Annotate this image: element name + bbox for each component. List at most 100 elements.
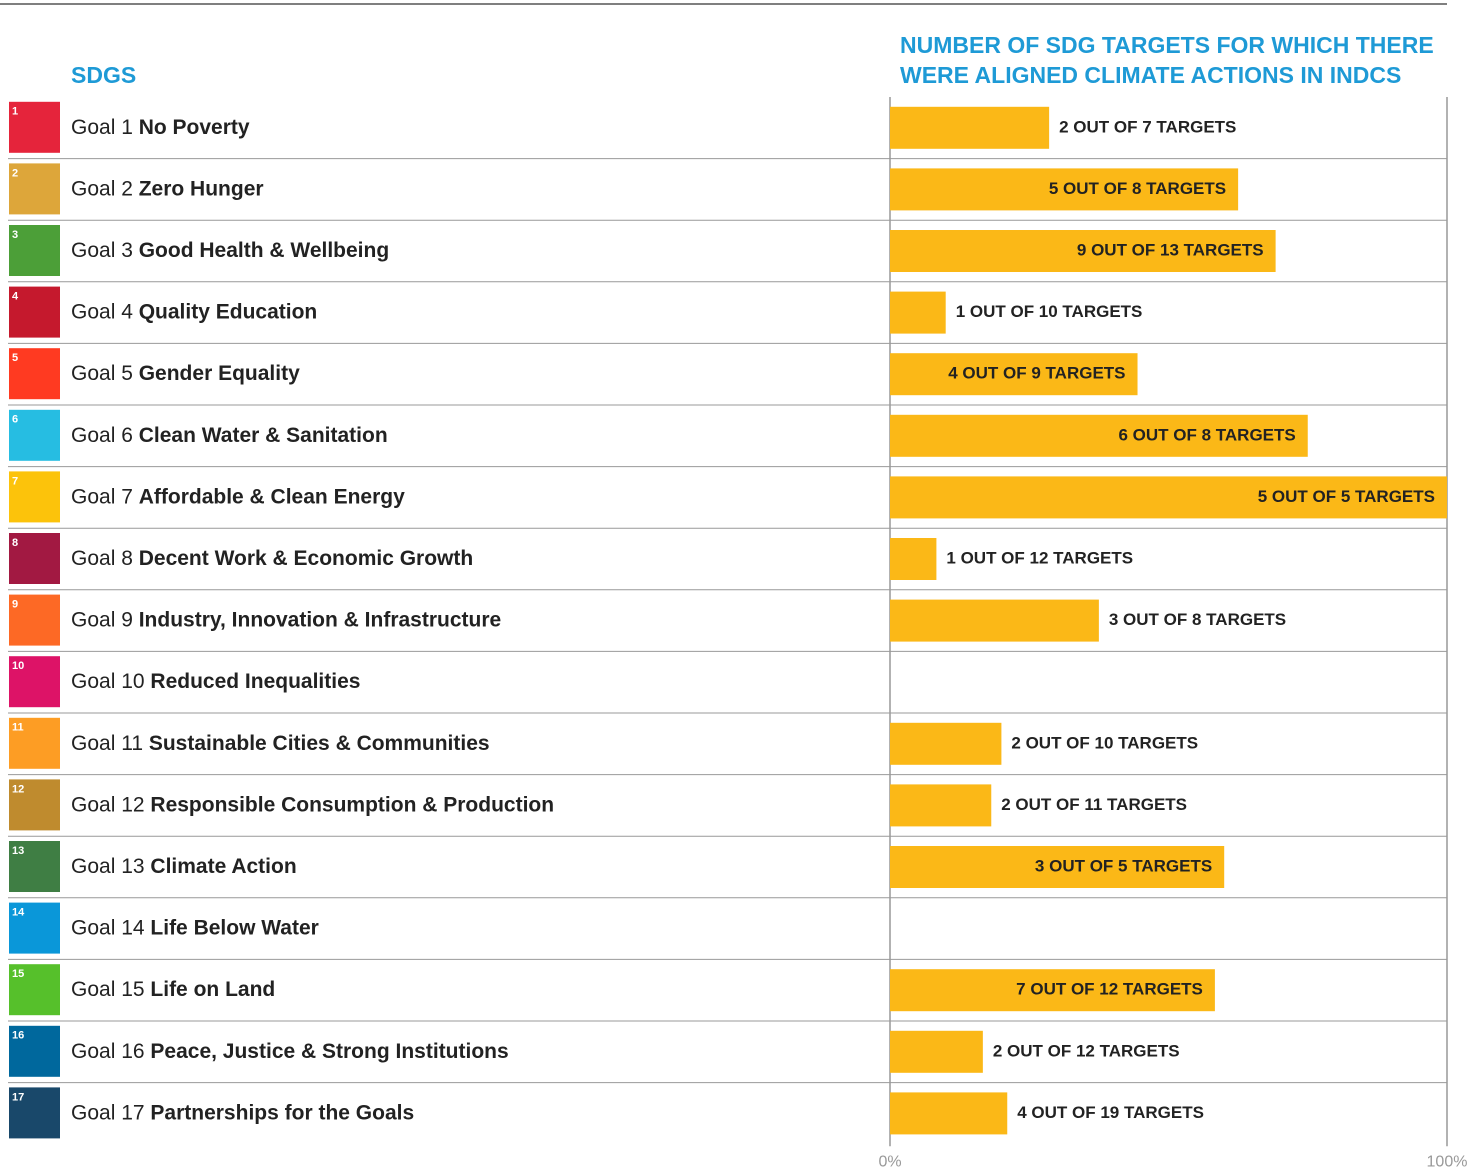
goal-label: Goal 8 xyxy=(71,547,133,570)
chart-title: NUMBER OF SDG TARGETS FOR WHICH THERE WE… xyxy=(900,32,1434,88)
bar xyxy=(890,969,1215,1012)
goal-icon xyxy=(9,286,60,338)
category-label: Goal 6 Clean Water & Sanitation xyxy=(71,423,388,446)
value-label: 2 OUT OF 12 TARGETS xyxy=(993,1041,1180,1060)
bar xyxy=(890,722,1002,765)
bar xyxy=(890,1092,1008,1135)
bar xyxy=(890,353,1138,396)
goal-name: Clean Water & Sanitation xyxy=(139,423,388,446)
value-label: 5 OUT OF 5 TARGETS xyxy=(1258,487,1435,506)
category-label: Goal 11 Sustainable Cities & Communities xyxy=(71,731,490,754)
goal-icon-number: 15 xyxy=(12,968,24,980)
goal-name: Affordable & Clean Energy xyxy=(139,485,405,508)
goal-name: No Poverty xyxy=(139,115,250,138)
goal-label: Goal 17 xyxy=(71,1101,145,1124)
goal-name: Zero Hunger xyxy=(139,177,264,200)
value-label: 2 OUT OF 7 TARGETS xyxy=(1059,117,1236,136)
goal-name: Life on Land xyxy=(150,978,275,1001)
x-tick-label: 0% xyxy=(878,1153,901,1170)
value-label: 3 OUT OF 5 TARGETS xyxy=(1035,856,1212,875)
goal-label: Goal 9 xyxy=(71,608,133,631)
goal-name: Gender Equality xyxy=(139,362,300,385)
category-label: Goal 15 Life on Land xyxy=(71,978,275,1001)
goal-icon-number: 7 xyxy=(12,475,18,487)
goal-icon-number: 11 xyxy=(12,722,24,734)
bar xyxy=(890,784,992,827)
bar xyxy=(890,230,1276,272)
goal-icon-number: 2 xyxy=(12,167,18,179)
category-label: Goal 10 Reduced Inequalities xyxy=(71,670,360,693)
goal-label: Goal 11 xyxy=(71,731,143,754)
goal-label: Goal 13 xyxy=(71,855,145,878)
goal-icon xyxy=(9,594,60,646)
value-label: 4 OUT OF 9 TARGETS xyxy=(948,364,1125,383)
goal-icon-number: 3 xyxy=(12,229,18,241)
goal-label: Goal 14 xyxy=(71,916,145,939)
bar xyxy=(890,414,1308,457)
goal-label: Goal 10 xyxy=(71,670,145,693)
category-label: Goal 5 Gender Equality xyxy=(71,362,300,385)
category-label: Goal 13 Climate Action xyxy=(71,855,297,878)
goal-icon xyxy=(9,471,60,523)
value-label: 7 OUT OF 12 TARGETS xyxy=(1016,980,1203,999)
goal-name: Responsible Consumption & Production xyxy=(150,793,554,816)
goal-icon xyxy=(9,656,60,708)
goal-icon-number: 17 xyxy=(12,1091,24,1103)
goal-name: Life Below Water xyxy=(150,916,318,939)
goal-icon-number: 6 xyxy=(12,414,18,426)
goal-icon-number: 5 xyxy=(12,352,18,364)
goal-label: Goal 15 xyxy=(71,978,145,1001)
goal-icon xyxy=(9,1025,60,1077)
bar xyxy=(890,538,937,580)
category-label: Goal 4 Quality Education xyxy=(71,300,317,323)
goal-icon-number: 14 xyxy=(12,907,25,919)
value-label: 9 OUT OF 13 TARGETS xyxy=(1077,240,1264,259)
goal-name: Quality Education xyxy=(139,300,318,323)
goal-icon-number: 8 xyxy=(12,537,18,549)
goal-name: Peace, Justice & Strong Institutions xyxy=(150,1039,508,1062)
bar xyxy=(890,476,1447,519)
goal-icon-number: 9 xyxy=(12,599,18,611)
goal-icon-number: 1 xyxy=(12,106,18,118)
category-label: Goal 7 Affordable & Clean Energy xyxy=(71,485,405,508)
value-label: 2 OUT OF 10 TARGETS xyxy=(1011,733,1198,752)
value-label: 4 OUT OF 19 TARGETS xyxy=(1017,1103,1204,1122)
goal-icon xyxy=(9,717,60,769)
goal-icon xyxy=(9,225,60,276)
goal-label: Goal 4 xyxy=(71,300,133,323)
goal-icon xyxy=(9,841,60,892)
goal-icon-number: 10 xyxy=(12,660,24,672)
category-label: Goal 2 Zero Hunger xyxy=(71,177,264,200)
goal-icon xyxy=(9,101,60,153)
goal-name: Reduced Inequalities xyxy=(150,670,360,693)
goal-label: Goal 2 xyxy=(71,177,133,200)
goal-label: Goal 5 xyxy=(71,362,133,385)
goal-name: Climate Action xyxy=(150,855,296,878)
goal-icon xyxy=(9,409,60,461)
category-label: Goal 16 Peace, Justice & Strong Institut… xyxy=(71,1039,509,1062)
goal-label: Goal 7 xyxy=(71,485,133,508)
goal-icon xyxy=(9,163,60,215)
category-label: Goal 1 No Poverty xyxy=(71,115,250,138)
bar xyxy=(890,846,1225,888)
bar xyxy=(890,1030,983,1073)
category-label: Goal 12 Responsible Consumption & Produc… xyxy=(71,793,554,816)
goal-icon-number: 4 xyxy=(12,291,19,303)
goal-label: Goal 16 xyxy=(71,1039,145,1062)
category-label: Goal 14 Life Below Water xyxy=(71,916,319,939)
goal-label: Goal 6 xyxy=(71,423,133,446)
category-label: Goal 9 Industry, Innovation & Infrastruc… xyxy=(71,608,501,631)
goal-icon xyxy=(9,964,60,1016)
category-header: SDGS xyxy=(71,62,137,88)
bar xyxy=(890,291,946,334)
value-label: 2 OUT OF 11 TARGETS xyxy=(1001,795,1187,814)
category-label: Goal 17 Partnerships for the Goals xyxy=(71,1101,414,1124)
goal-icon xyxy=(9,1087,60,1139)
goal-icon xyxy=(9,533,60,584)
bar xyxy=(890,599,1099,642)
goal-label: Goal 12 xyxy=(71,793,145,816)
category-label: Goal 8 Decent Work & Economic Growth xyxy=(71,547,473,570)
goal-name: Partnerships for the Goals xyxy=(150,1101,414,1124)
